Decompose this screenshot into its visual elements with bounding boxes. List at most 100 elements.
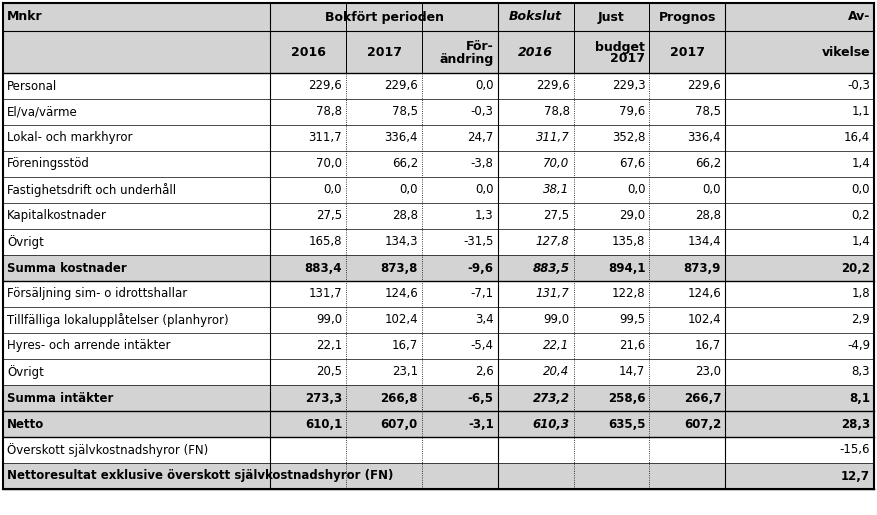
Text: 0,0: 0,0 <box>852 183 870 197</box>
Text: Netto: Netto <box>7 418 44 431</box>
Text: Fastighetsdrift och underhåll: Fastighetsdrift och underhåll <box>7 183 176 197</box>
Bar <box>3 203 874 229</box>
Text: 229,6: 229,6 <box>309 79 342 93</box>
Bar <box>3 411 874 437</box>
Text: 2016: 2016 <box>291 45 325 59</box>
Text: 38,1: 38,1 <box>543 183 569 197</box>
Text: -5,4: -5,4 <box>471 339 494 352</box>
Text: -3,8: -3,8 <box>471 158 494 170</box>
Text: 258,6: 258,6 <box>608 391 645 404</box>
Text: 607,2: 607,2 <box>684 418 721 431</box>
Text: Prognos: Prognos <box>659 10 716 24</box>
Text: ändring: ändring <box>439 53 494 65</box>
Text: 131,7: 131,7 <box>536 287 569 300</box>
Text: 79,6: 79,6 <box>619 106 645 118</box>
Text: 29,0: 29,0 <box>619 210 645 222</box>
Text: Mnkr: Mnkr <box>7 10 43 24</box>
Text: 266,8: 266,8 <box>381 391 418 404</box>
Text: 28,8: 28,8 <box>392 210 418 222</box>
Text: 273,3: 273,3 <box>305 391 342 404</box>
Text: 8,3: 8,3 <box>852 366 870 379</box>
Text: 2016: 2016 <box>518 45 553 59</box>
Text: budget: budget <box>595 41 645 54</box>
Text: Kapitalkostnader: Kapitalkostnader <box>7 210 107 222</box>
Text: 273,2: 273,2 <box>532 391 569 404</box>
Text: 0,0: 0,0 <box>475 79 494 93</box>
Text: Nettoresultat exklusive överskott självkostnadshyror (FN): Nettoresultat exklusive överskott självk… <box>7 470 394 483</box>
Text: -0,3: -0,3 <box>847 79 870 93</box>
Text: 311,7: 311,7 <box>309 131 342 145</box>
Text: 873,9: 873,9 <box>684 262 721 274</box>
Text: 22,1: 22,1 <box>316 339 342 352</box>
Text: Försäljning sim- o idrottshallar: Försäljning sim- o idrottshallar <box>7 287 188 300</box>
Bar <box>3 3 874 73</box>
Text: 3,4: 3,4 <box>475 314 494 327</box>
Text: Just: Just <box>598 10 624 24</box>
Text: 0,0: 0,0 <box>702 183 721 197</box>
Bar <box>3 333 874 359</box>
Text: 1,4: 1,4 <box>852 158 870 170</box>
Text: 0,2: 0,2 <box>852 210 870 222</box>
Text: Summa intäkter: Summa intäkter <box>7 391 113 404</box>
Text: 70,0: 70,0 <box>543 158 569 170</box>
Text: 0,0: 0,0 <box>324 183 342 197</box>
Text: El/va/värme: El/va/värme <box>7 106 78 118</box>
Text: -0,3: -0,3 <box>471 106 494 118</box>
Text: 607,0: 607,0 <box>381 418 418 431</box>
Text: 16,4: 16,4 <box>844 131 870 145</box>
Text: Av-: Av- <box>848 10 870 24</box>
Text: 12,7: 12,7 <box>841 470 870 483</box>
Text: 894,1: 894,1 <box>608 262 645 274</box>
Text: 20,5: 20,5 <box>317 366 342 379</box>
Bar <box>3 385 874 411</box>
Text: -9,6: -9,6 <box>467 262 494 274</box>
Text: -6,5: -6,5 <box>467 391 494 404</box>
Text: -7,1: -7,1 <box>471 287 494 300</box>
Text: 23,1: 23,1 <box>392 366 418 379</box>
Text: 1,3: 1,3 <box>475 210 494 222</box>
Text: Övrigt: Övrigt <box>7 365 44 379</box>
Text: Hyres- och arrende intäkter: Hyres- och arrende intäkter <box>7 339 170 352</box>
Text: 78,8: 78,8 <box>544 106 569 118</box>
Text: 14,7: 14,7 <box>619 366 645 379</box>
Bar <box>3 151 874 177</box>
Text: Lokal- och markhyror: Lokal- och markhyror <box>7 131 132 145</box>
Bar <box>3 229 874 255</box>
Text: vikelse: vikelse <box>822 45 870 59</box>
Text: 873,8: 873,8 <box>381 262 418 274</box>
Text: -4,9: -4,9 <box>847 339 870 352</box>
Text: 78,5: 78,5 <box>695 106 721 118</box>
Text: 78,8: 78,8 <box>317 106 342 118</box>
Text: 266,7: 266,7 <box>684 391 721 404</box>
Text: 336,4: 336,4 <box>688 131 721 145</box>
Text: 20,2: 20,2 <box>841 262 870 274</box>
Text: 229,3: 229,3 <box>611 79 645 93</box>
Text: 21,6: 21,6 <box>619 339 645 352</box>
Text: 99,0: 99,0 <box>544 314 569 327</box>
Text: 99,5: 99,5 <box>619 314 645 327</box>
Text: -3,1: -3,1 <box>468 418 494 431</box>
Text: 134,3: 134,3 <box>384 235 418 249</box>
Text: 20,4: 20,4 <box>543 366 569 379</box>
Text: Föreningsstöd: Föreningsstöd <box>7 158 89 170</box>
Text: 165,8: 165,8 <box>309 235 342 249</box>
Text: 16,7: 16,7 <box>392 339 418 352</box>
Bar <box>3 463 874 489</box>
Text: 311,7: 311,7 <box>536 131 569 145</box>
Text: 336,4: 336,4 <box>384 131 418 145</box>
Text: -15,6: -15,6 <box>839 443 870 456</box>
Text: Bokfört perioden: Bokfört perioden <box>324 10 444 24</box>
Bar <box>3 177 874 203</box>
Text: 2017: 2017 <box>610 53 645 65</box>
Text: 27,5: 27,5 <box>316 210 342 222</box>
Text: 127,8: 127,8 <box>536 235 569 249</box>
Text: 22,1: 22,1 <box>543 339 569 352</box>
Text: Tillfälliga lokalupplåtelser (planhyror): Tillfälliga lokalupplåtelser (planhyror) <box>7 313 229 327</box>
Text: 134,4: 134,4 <box>688 235 721 249</box>
Text: 122,8: 122,8 <box>611 287 645 300</box>
Bar <box>3 99 874 125</box>
Text: 1,8: 1,8 <box>852 287 870 300</box>
Text: 352,8: 352,8 <box>612 131 645 145</box>
Text: 66,2: 66,2 <box>392 158 418 170</box>
Text: 99,0: 99,0 <box>316 314 342 327</box>
